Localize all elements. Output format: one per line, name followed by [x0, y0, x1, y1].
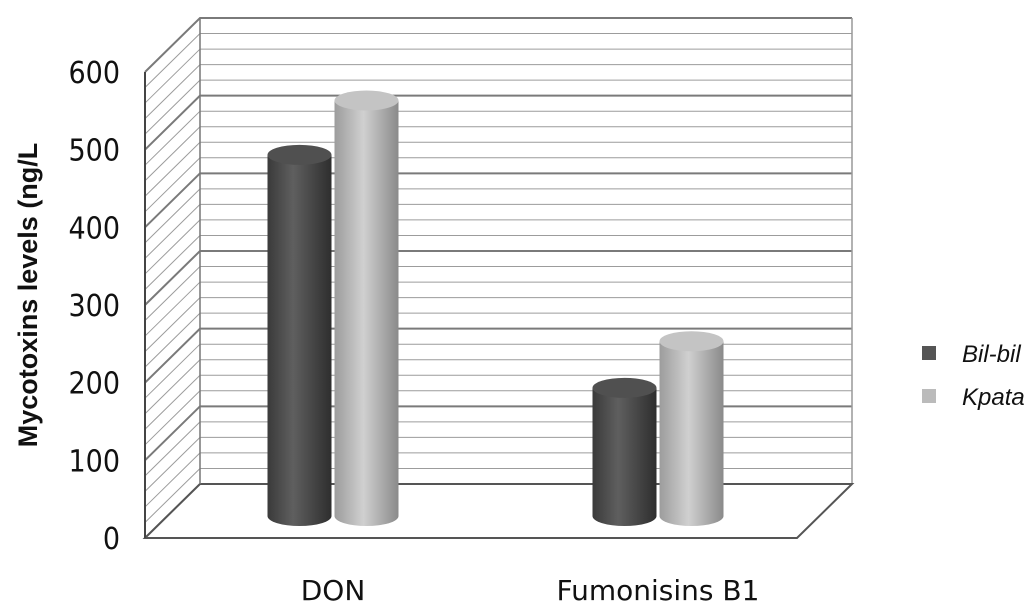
bar-top [267, 144, 332, 165]
legend: Bil-bil Kpata [922, 341, 1025, 411]
bar-body [334, 100, 399, 526]
bar-body [659, 341, 724, 526]
legend-swatch [922, 389, 936, 403]
y-tick-label: 0 [103, 522, 120, 557]
x-tick-label: DON [301, 574, 366, 607]
bar [592, 377, 657, 526]
legend-item: Bil-bil [922, 341, 1021, 368]
y-tick-label: 500 [68, 134, 120, 169]
y-tick-label: 400 [68, 211, 120, 246]
legend-item: Kpata [922, 384, 1025, 411]
bar-top [592, 377, 657, 398]
bar-body [592, 387, 657, 526]
bar [267, 144, 332, 526]
bar-top [659, 331, 724, 352]
bar-body [267, 154, 332, 526]
y-tick-labels: 0 100 200 300 400 500 600 [68, 56, 120, 557]
y-tick-label: 200 [68, 367, 120, 402]
bar [334, 90, 399, 526]
legend-label: Kpata [962, 384, 1025, 411]
y-tick-label: 100 [68, 444, 120, 479]
x-tick-label: Fumonisins B1 [557, 574, 760, 607]
legend-label: Bil-bil [962, 341, 1021, 368]
x-tick-labels: DON Fumonisins B1 [301, 574, 760, 607]
y-tick-label: 600 [68, 56, 120, 91]
bars [267, 90, 724, 526]
y-tick-label: 300 [68, 289, 120, 324]
bar [659, 331, 724, 526]
floor [142, 483, 855, 539]
y-axis-label: Mycotoxins levels (ng/L [13, 143, 43, 448]
bar-top [334, 90, 399, 111]
legend-swatch [922, 346, 936, 360]
